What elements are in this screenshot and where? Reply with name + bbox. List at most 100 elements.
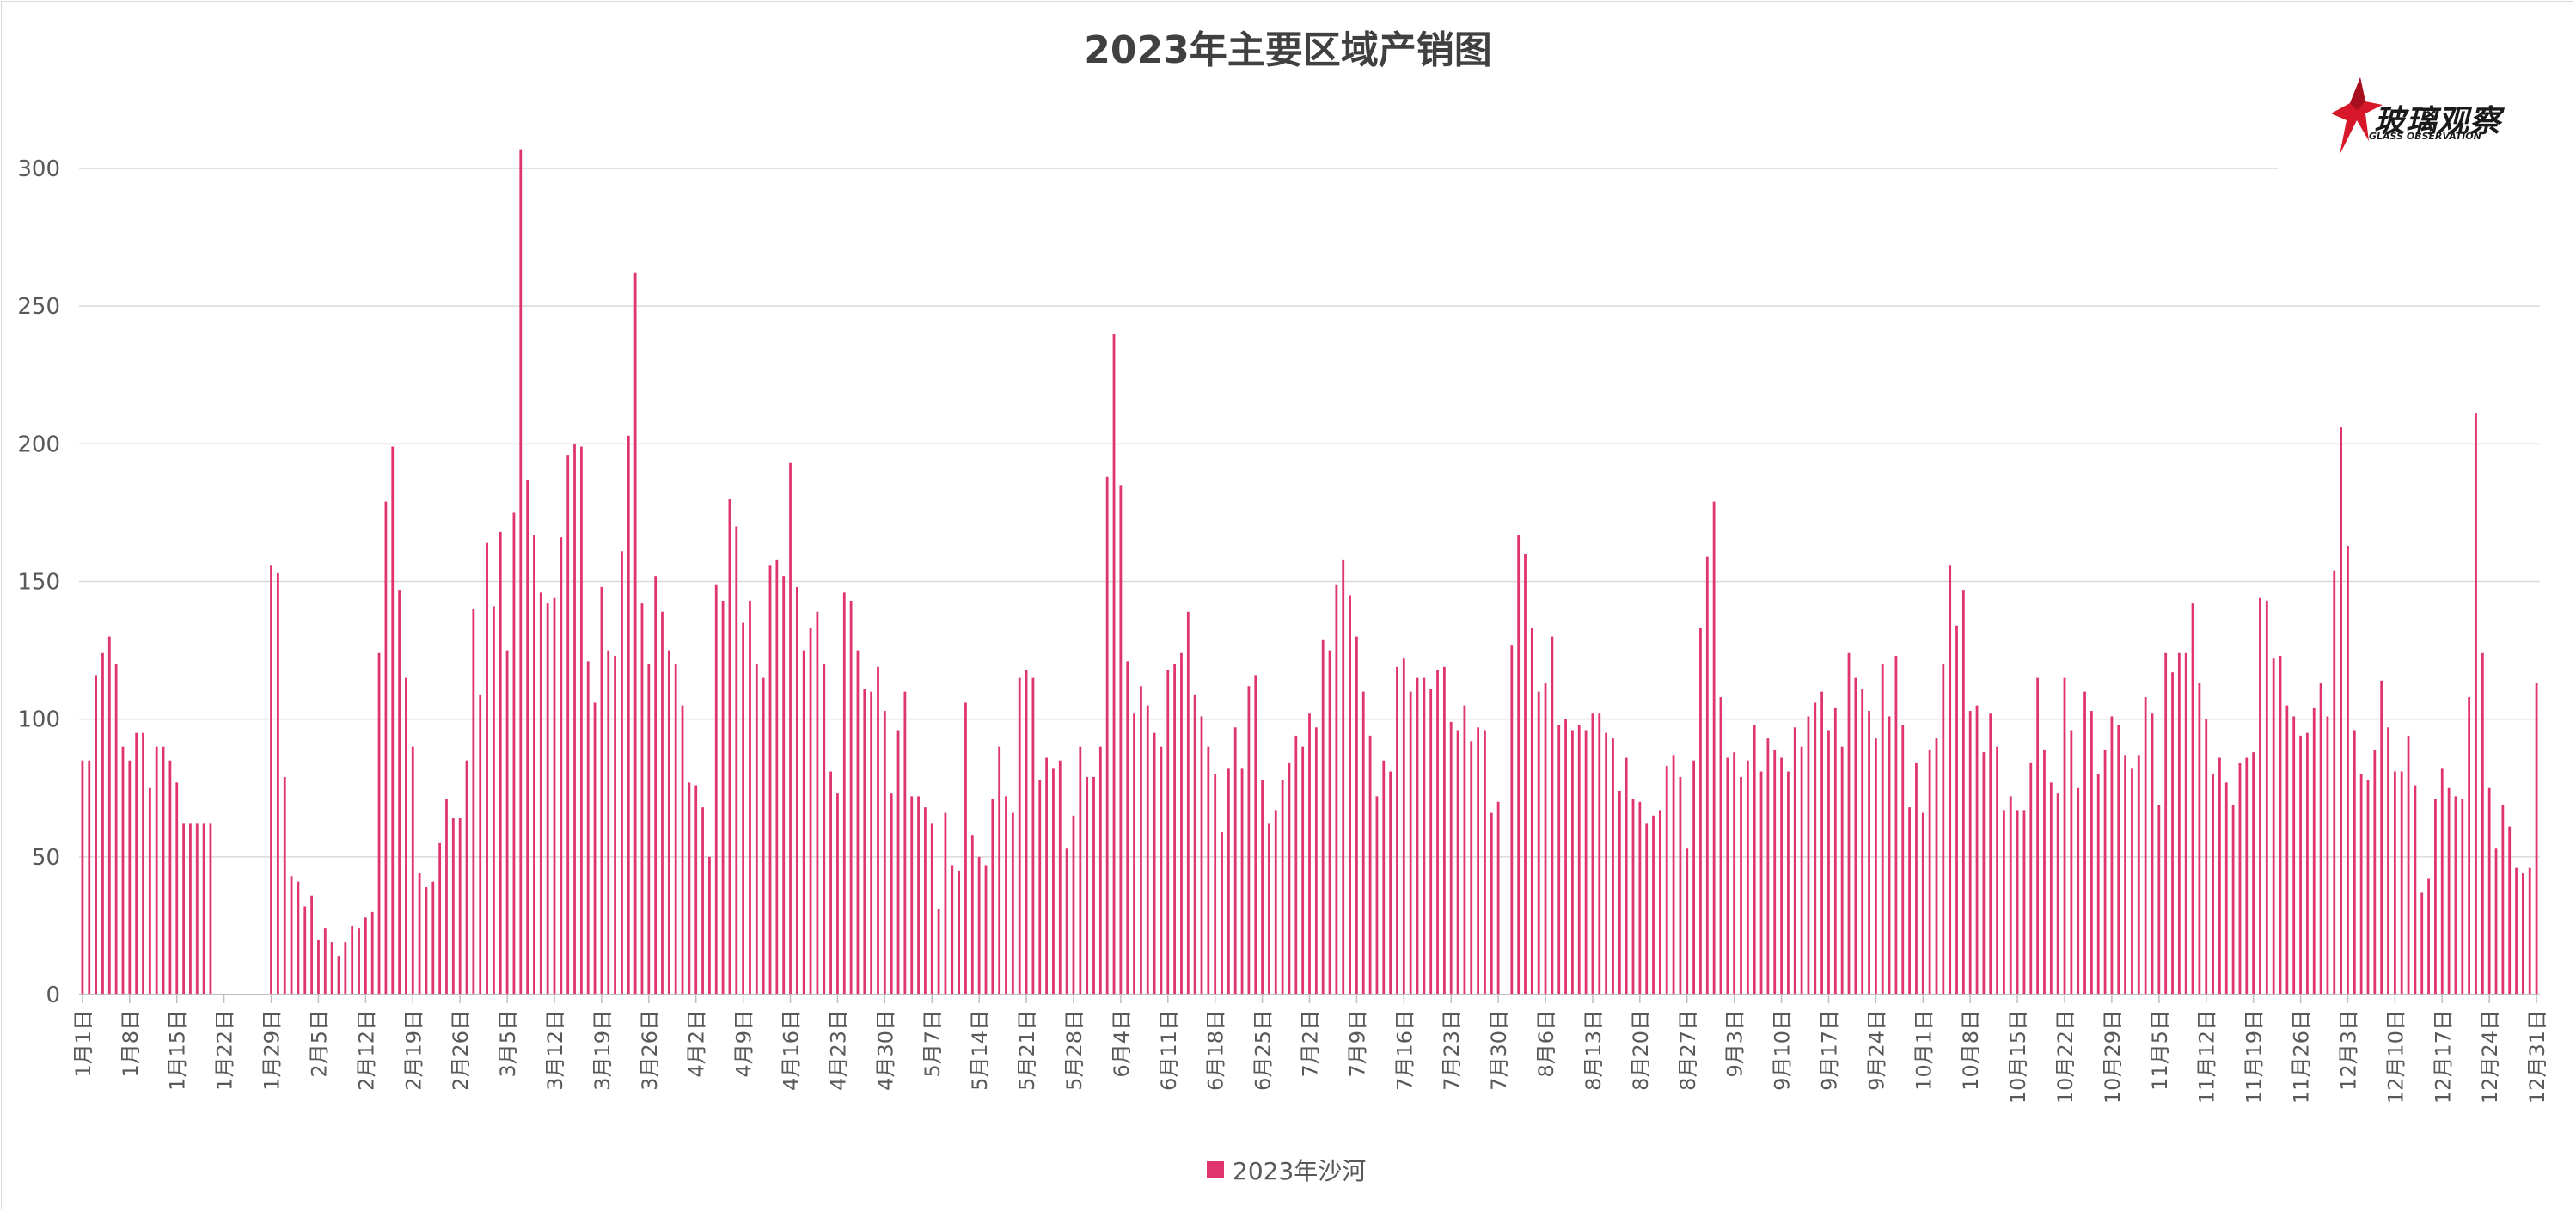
bar bbox=[1557, 725, 1561, 995]
bar bbox=[1368, 735, 1372, 995]
bar bbox=[1382, 760, 1386, 995]
bar bbox=[1355, 636, 1358, 995]
bar bbox=[458, 817, 462, 995]
bar bbox=[148, 787, 151, 995]
bar bbox=[2373, 749, 2377, 995]
bar bbox=[418, 873, 421, 995]
bar bbox=[1416, 677, 1419, 995]
bar bbox=[377, 652, 381, 995]
bar bbox=[1375, 796, 1379, 995]
bar bbox=[2487, 787, 2491, 995]
x-tick-label: 7月23日 bbox=[1440, 1010, 1464, 1091]
bar bbox=[1166, 670, 1170, 995]
bar bbox=[1989, 713, 1992, 995]
x-tick-label: 5月14日 bbox=[968, 1010, 992, 1091]
bar bbox=[1402, 658, 1405, 995]
bar bbox=[1153, 732, 1156, 995]
bar bbox=[2137, 755, 2140, 995]
bar bbox=[1098, 746, 1102, 995]
bar bbox=[829, 771, 832, 995]
bar bbox=[1274, 810, 1277, 995]
bar bbox=[2205, 719, 2208, 995]
logo-en-text: GLASS OBSERVATION bbox=[2369, 131, 2481, 142]
bar bbox=[209, 823, 212, 995]
bar bbox=[330, 942, 333, 995]
bar bbox=[1389, 771, 1392, 995]
x-tick-label: 12月3日 bbox=[2336, 1010, 2360, 1091]
bar bbox=[863, 689, 866, 995]
x-tick-label: 11月12日 bbox=[2195, 1010, 2219, 1104]
bar bbox=[1065, 848, 1068, 995]
bar bbox=[1894, 655, 1898, 995]
bar bbox=[1186, 611, 1190, 995]
bar bbox=[742, 622, 745, 995]
bar bbox=[1058, 760, 1062, 995]
bar bbox=[1854, 677, 1857, 995]
bar bbox=[1780, 757, 1783, 995]
x-tick-label: 8月20日 bbox=[1629, 1010, 1653, 1091]
bar bbox=[2333, 570, 2336, 995]
bar bbox=[451, 817, 455, 995]
bar bbox=[896, 730, 900, 995]
x-tick-label: 9月17日 bbox=[1817, 1010, 1841, 1091]
bar bbox=[883, 711, 886, 995]
bar bbox=[310, 895, 314, 995]
x-tick-label: 6月4日 bbox=[1110, 1010, 1134, 1078]
bar bbox=[1105, 476, 1109, 995]
bar bbox=[2393, 771, 2396, 995]
bar bbox=[1787, 771, 1790, 995]
bar bbox=[836, 793, 839, 995]
bar bbox=[1227, 768, 1230, 995]
legend: 2023年沙河 bbox=[1207, 1153, 1366, 1187]
bar bbox=[984, 865, 988, 995]
bar bbox=[661, 611, 664, 995]
bar bbox=[1456, 730, 1459, 995]
bar bbox=[1200, 716, 1203, 995]
bar bbox=[438, 842, 442, 995]
bar bbox=[2461, 799, 2464, 995]
gridlines bbox=[79, 168, 2540, 858]
bar bbox=[1766, 738, 1770, 995]
bar bbox=[519, 149, 523, 995]
bar bbox=[493, 606, 495, 995]
y-tick-label: 250 bbox=[17, 294, 60, 320]
bar bbox=[951, 865, 954, 995]
bar bbox=[1612, 738, 1614, 995]
bar bbox=[2359, 774, 2363, 995]
bar bbox=[1233, 727, 1237, 995]
bar bbox=[2312, 707, 2316, 995]
x-tick-label: 2月5日 bbox=[307, 1010, 331, 1078]
bar bbox=[708, 856, 711, 995]
bar bbox=[654, 576, 658, 995]
bar bbox=[1005, 796, 1007, 995]
bar bbox=[2414, 785, 2417, 995]
bar bbox=[930, 823, 933, 995]
bar bbox=[2177, 652, 2181, 995]
x-tick-label: 1月15日 bbox=[166, 1010, 190, 1091]
bar-series-shahe bbox=[81, 149, 2538, 995]
bar bbox=[1551, 636, 1554, 995]
x-tick-label: 11月19日 bbox=[2243, 1010, 2267, 1104]
bar bbox=[499, 531, 502, 995]
bar bbox=[297, 881, 300, 995]
bar bbox=[2238, 762, 2242, 995]
bar bbox=[2407, 735, 2410, 995]
bar bbox=[2083, 691, 2086, 995]
x-tick-label: 1月29日 bbox=[260, 1010, 285, 1091]
bar bbox=[614, 655, 616, 995]
bar bbox=[1686, 848, 1689, 995]
bar bbox=[1921, 812, 1924, 995]
bar bbox=[1692, 760, 1695, 995]
bar bbox=[640, 603, 644, 995]
bar bbox=[1524, 554, 1527, 995]
bar bbox=[1591, 713, 1594, 995]
x-tick-label: 9月3日 bbox=[1723, 1010, 1747, 1078]
bar bbox=[1949, 565, 1952, 995]
x-tick-label: 12月31日 bbox=[2525, 1010, 2549, 1104]
bar bbox=[870, 691, 873, 995]
bar bbox=[2427, 878, 2430, 995]
bar bbox=[1261, 780, 1264, 995]
bar bbox=[1361, 691, 1365, 995]
bar bbox=[1719, 697, 1722, 995]
bar bbox=[2212, 774, 2214, 995]
